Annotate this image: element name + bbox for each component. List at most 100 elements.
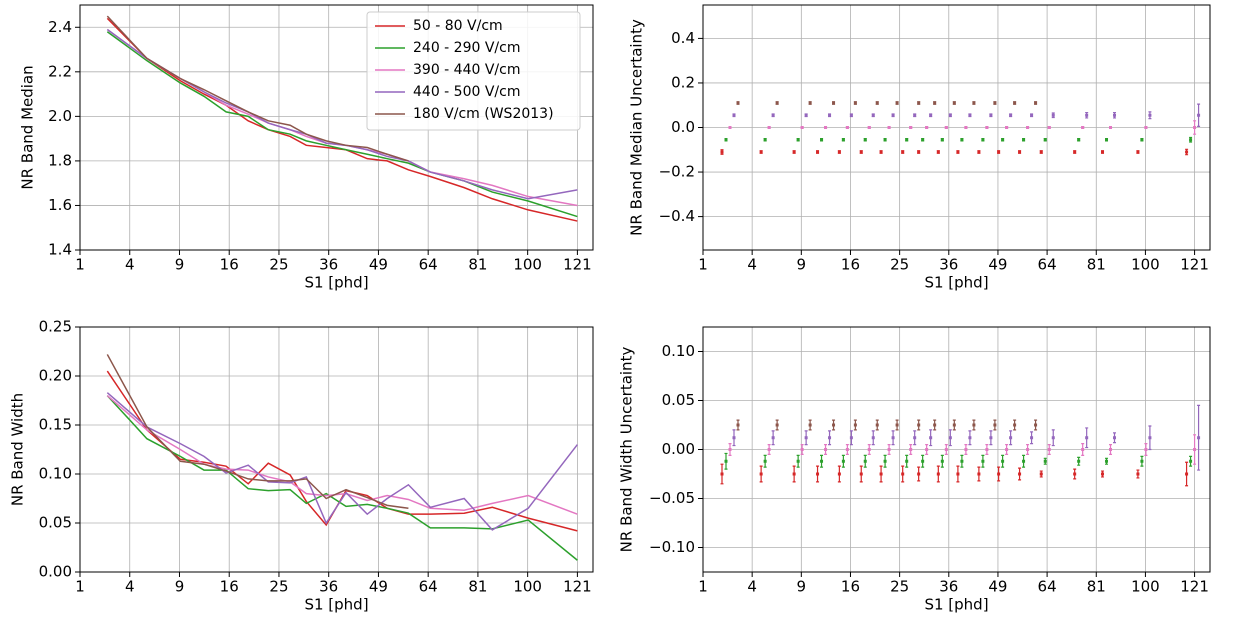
- error-point: [895, 423, 899, 427]
- error-point: [728, 448, 732, 451]
- error-point: [841, 138, 845, 142]
- x-tick-label: 49: [988, 256, 1007, 274]
- x-axis-label: S1 [phd]: [304, 596, 368, 614]
- error-point: [905, 138, 909, 142]
- error-point: [804, 113, 808, 117]
- error-point: [771, 113, 775, 117]
- error-point: [832, 101, 836, 105]
- error-point: [1101, 150, 1105, 154]
- x-tick-label: 81: [468, 256, 487, 274]
- error-point: [828, 113, 832, 117]
- x-tick-label: 81: [1087, 256, 1106, 274]
- y-tick-label: 1.6: [48, 196, 72, 214]
- error-point: [936, 472, 940, 476]
- error-point: [1144, 126, 1148, 129]
- error-point: [1005, 448, 1009, 451]
- error-point: [917, 101, 921, 105]
- error-point: [1109, 448, 1113, 451]
- error-point: [1085, 113, 1089, 117]
- x-tick-label: 4: [747, 256, 757, 274]
- error-point: [853, 101, 857, 105]
- error-point: [879, 472, 883, 476]
- error-point: [724, 138, 728, 142]
- error-point: [808, 101, 812, 105]
- error-point: [952, 101, 956, 105]
- error-point: [985, 448, 989, 451]
- data-line: [106, 370, 578, 532]
- error-point: [960, 138, 964, 142]
- error-point: [792, 150, 796, 154]
- error-point: [1189, 459, 1193, 463]
- data-line: [106, 17, 578, 222]
- error-point: [1077, 459, 1081, 463]
- y-tick-label: 0.25: [39, 318, 72, 336]
- error-point: [875, 423, 879, 427]
- y-tick-label: 2.0: [48, 107, 72, 125]
- error-point: [837, 150, 841, 154]
- error-point: [913, 113, 917, 117]
- error-point: [929, 113, 933, 117]
- error-point: [1051, 436, 1055, 440]
- error-point: [989, 436, 993, 440]
- error-point: [837, 472, 841, 476]
- error-point: [763, 459, 767, 463]
- subplot: 1 4 9 16 25 36 49 64 81 100 121−0.10−0.050.000.050…: [618, 326, 1211, 614]
- error-point: [1105, 138, 1109, 142]
- error-point: [1026, 448, 1030, 451]
- error-point: [816, 150, 820, 154]
- error-point: [1013, 423, 1017, 427]
- error-point: [796, 138, 800, 142]
- y-tick-label: 0.15: [39, 416, 72, 434]
- error-point: [736, 423, 740, 427]
- data-line: [106, 395, 578, 561]
- error-point: [845, 448, 849, 451]
- error-point: [972, 423, 976, 427]
- y-tick-label: 0.4: [671, 29, 695, 47]
- error-point: [724, 459, 728, 463]
- error-point: [981, 459, 985, 463]
- x-tick-label: 1: [698, 256, 708, 274]
- error-point: [863, 459, 867, 463]
- x-axis-label: S1 [phd]: [924, 596, 988, 614]
- error-point: [977, 472, 981, 476]
- error-point: [940, 138, 944, 142]
- error-point: [917, 472, 921, 476]
- y-axis-label: NR Band Median Uncertainty: [628, 19, 646, 236]
- error-point: [993, 423, 997, 427]
- error-point: [921, 459, 925, 463]
- y-tick-label: 0.10: [39, 465, 72, 483]
- y-tick-label: 0.05: [662, 391, 695, 409]
- error-point: [720, 150, 724, 154]
- y-tick-label: 1.4: [48, 241, 72, 259]
- error-point: [989, 113, 993, 117]
- error-point: [985, 126, 989, 129]
- error-point: [1077, 138, 1081, 142]
- y-tick-label: −0.05: [649, 489, 695, 507]
- x-tick-label: 16: [841, 578, 860, 596]
- error-point: [1148, 436, 1152, 440]
- error-point: [808, 423, 812, 427]
- error-point: [1026, 126, 1030, 129]
- x-tick-label: 1: [75, 578, 85, 596]
- data-line: [106, 15, 409, 162]
- error-point: [972, 101, 976, 105]
- error-point: [1085, 436, 1089, 440]
- x-tick-label: 25: [269, 578, 288, 596]
- y-tick-label: 0.00: [39, 563, 72, 581]
- error-point: [883, 138, 887, 142]
- error-point: [863, 138, 867, 142]
- legend-label: 440 - 500 V/cm: [413, 84, 520, 100]
- x-tick-label: 64: [419, 256, 438, 274]
- error-point: [1030, 436, 1034, 440]
- error-point: [824, 448, 828, 451]
- subplot: 1 4 9 16 25 36 49 64 81 100 121−0.4−0.20.00.20.4S1…: [628, 4, 1211, 292]
- subplot: 1 4 9 16 25 36 49 64 81 100 1211.41.61.82.02.22.4S…: [19, 4, 594, 292]
- error-point: [775, 423, 779, 427]
- error-point: [879, 150, 883, 154]
- error-point: [1022, 138, 1026, 142]
- error-point: [1034, 101, 1038, 105]
- error-point: [1113, 113, 1117, 117]
- x-tick-label: 25: [269, 256, 288, 274]
- error-point: [859, 472, 863, 476]
